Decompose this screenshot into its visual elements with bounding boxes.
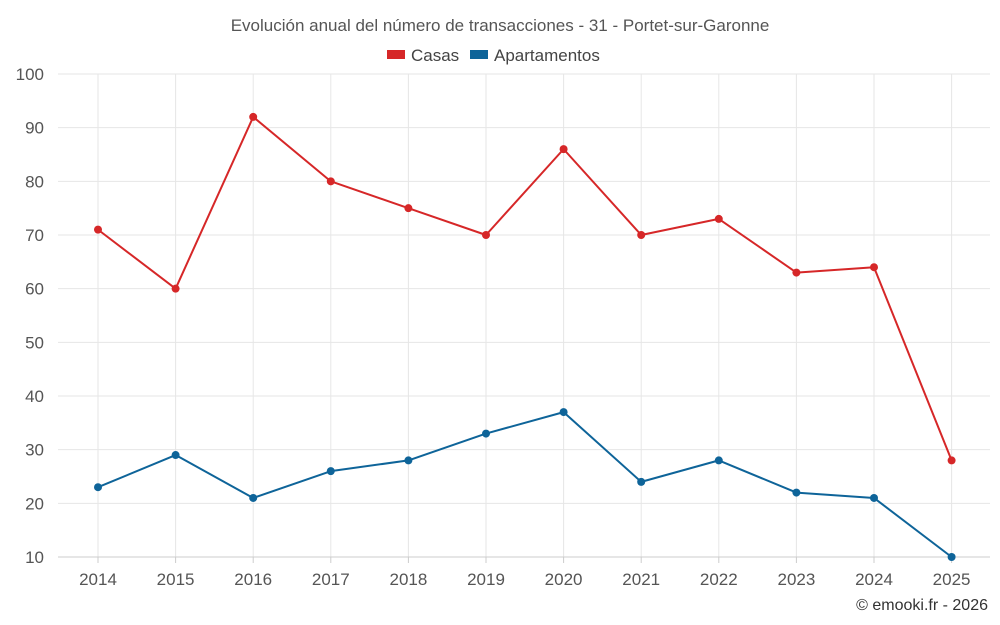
data-point-casas[interactable] [637, 231, 646, 239]
x-tick-label: 2016 [234, 570, 272, 589]
x-tick-label: 2018 [389, 570, 427, 589]
data-point-casas[interactable] [947, 456, 956, 465]
data-point-casas[interactable] [171, 284, 180, 293]
data-point-casas[interactable] [792, 268, 801, 277]
data-point-apartamentos[interactable] [637, 477, 646, 486]
data-point-apartamentos[interactable] [559, 408, 568, 417]
series-points [94, 112, 956, 561]
data-point-casas[interactable] [714, 214, 723, 223]
data-point-casas[interactable] [326, 177, 335, 186]
data-point-casas[interactable] [559, 145, 568, 154]
x-tick-label: 2017 [312, 570, 350, 589]
y-tick-label: 100 [16, 65, 44, 84]
y-tick-label: 90 [25, 119, 44, 138]
data-point-apartamentos[interactable] [404, 456, 413, 465]
y-tick-label: 60 [25, 280, 44, 299]
y-axis: 100 90 80 70 60 50 40 30 20 10 [16, 65, 44, 567]
data-point-apartamentos[interactable] [94, 483, 102, 492]
data-point-apartamentos[interactable] [171, 451, 180, 460]
series-line-casas [97, 115, 953, 461]
data-point-casas[interactable] [94, 225, 102, 234]
data-point-casas[interactable] [482, 231, 490, 239]
legend-label-apartamentos[interactable]: Apartamentos [494, 46, 600, 65]
x-tick-label: 2024 [855, 570, 893, 589]
y-tick-label: 50 [25, 333, 44, 352]
x-tick-label: 2020 [545, 570, 583, 589]
y-tick-label: 20 [25, 494, 44, 513]
legend-label-casas[interactable]: Casas [411, 46, 459, 65]
x-tick-label: 2025 [933, 570, 971, 589]
data-point-casas[interactable] [870, 263, 878, 272]
y-tick-label: 10 [25, 548, 44, 567]
data-point-casas[interactable] [249, 112, 258, 121]
grid [58, 73, 990, 558]
credit-text: © emooki.fr - 2026 [856, 597, 988, 614]
data-point-apartamentos[interactable] [714, 456, 723, 465]
data-point-apartamentos[interactable] [947, 553, 956, 561]
legend-swatch-casas[interactable] [387, 50, 405, 59]
x-tick-label: 2022 [700, 570, 738, 589]
data-point-apartamentos[interactable] [249, 493, 258, 502]
y-tick-label: 80 [25, 172, 44, 191]
series-line-apartamentos [97, 411, 953, 558]
data-point-apartamentos[interactable] [870, 493, 878, 502]
series-lines [97, 115, 953, 558]
y-tick-label: 40 [25, 387, 44, 406]
x-tick-label: 2015 [157, 570, 195, 589]
x-tick-label: 2023 [777, 570, 815, 589]
y-tick-label: 70 [25, 226, 44, 245]
x-tick-label: 2019 [467, 570, 505, 589]
data-point-apartamentos[interactable] [792, 488, 801, 497]
data-point-apartamentos[interactable] [482, 429, 490, 438]
x-tick-label: 2014 [79, 570, 117, 589]
legend-swatch-apartamentos[interactable] [470, 50, 488, 59]
chart-title: Evolución anual del número de transaccio… [231, 16, 770, 35]
legend: Casas Apartamentos [387, 46, 600, 65]
y-tick-label: 30 [25, 441, 44, 460]
x-tick-label: 2021 [622, 570, 660, 589]
x-axis: 2014 2015 2016 2017 2018 2019 2020 2021 2022 2023… [58, 556, 990, 589]
data-point-apartamentos[interactable] [326, 467, 335, 476]
data-point-casas[interactable] [404, 204, 413, 213]
